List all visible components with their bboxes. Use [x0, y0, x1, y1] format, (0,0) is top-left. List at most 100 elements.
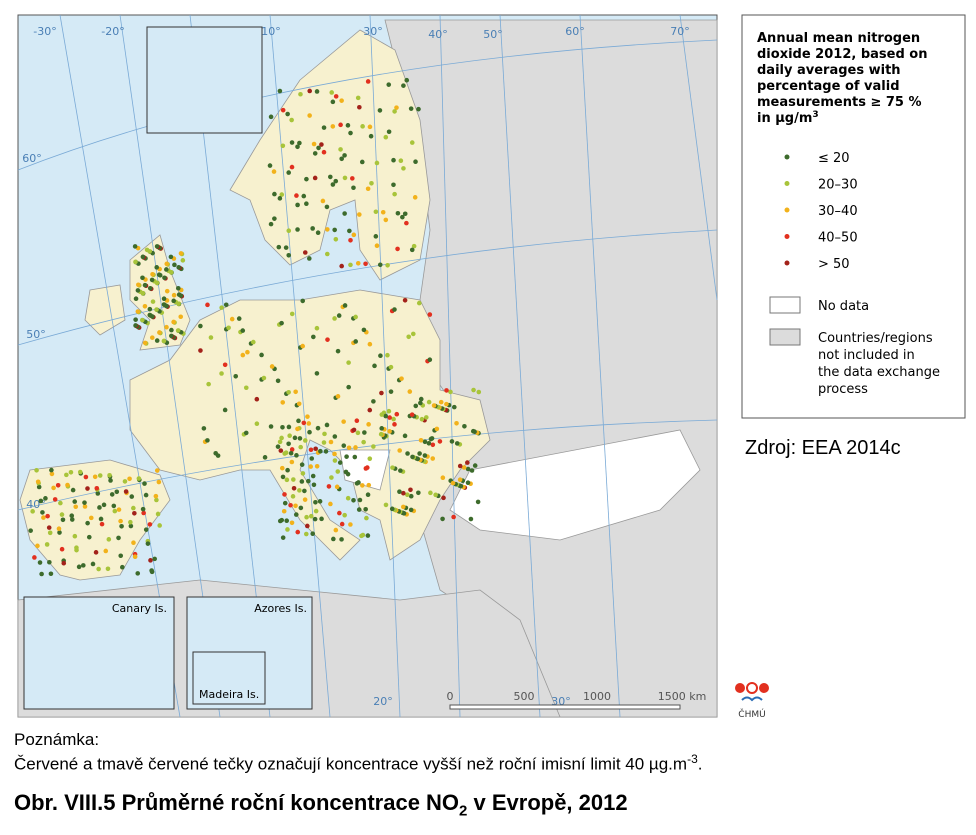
station-dot: [452, 404, 457, 410]
station-dot: [306, 421, 312, 426]
station-dot: [93, 550, 99, 555]
station-dot: [367, 407, 373, 413]
legend-dot: [784, 181, 790, 186]
station-dot: [332, 227, 337, 233]
station-dot: [409, 247, 415, 253]
station-dot: [383, 413, 389, 419]
station-dot: [392, 191, 397, 197]
station-dot: [229, 316, 235, 322]
station-dot: [133, 323, 138, 328]
station-dot: [140, 506, 146, 512]
station-dot: [347, 228, 352, 234]
note: Červené a tmavě červené tečky označují k…: [14, 752, 702, 775]
station-dot: [413, 403, 419, 409]
station-dot: [352, 454, 358, 460]
station-dot: [289, 447, 295, 452]
station-dot: [48, 571, 54, 577]
station-dot: [236, 316, 242, 321]
station-dot: [289, 140, 295, 145]
legend-label: Countries/regions: [818, 331, 933, 346]
station-dot: [164, 288, 170, 294]
station-dot: [413, 159, 418, 165]
station-dot: [329, 90, 335, 95]
station-dot: [279, 517, 285, 523]
station-dot: [288, 450, 294, 456]
station-dot: [394, 105, 399, 110]
station-dot: [43, 496, 48, 501]
station-dot: [317, 499, 323, 504]
station-dot: [300, 471, 306, 476]
station-dot: [366, 482, 372, 488]
station-dot: [379, 412, 385, 417]
station-dot: [314, 371, 320, 376]
station-dot: [161, 296, 167, 302]
station-dot: [272, 216, 277, 221]
station-dot: [332, 316, 337, 321]
graticule-label: 50°: [483, 28, 503, 41]
station-dot: [335, 348, 341, 354]
station-dot: [332, 434, 338, 439]
station-dot: [295, 529, 301, 535]
station-dot: [444, 388, 449, 393]
station-dot: [156, 272, 162, 277]
station-dot: [314, 463, 320, 469]
station-dot: [315, 230, 321, 236]
note-heading: Poznámka:: [14, 730, 100, 749]
station-dot: [346, 384, 351, 390]
station-dot: [172, 262, 177, 268]
station-dot: [284, 477, 290, 483]
station-dot: [94, 485, 100, 491]
station-dot: [422, 439, 428, 445]
station-dot: [307, 113, 312, 118]
station-dot: [316, 145, 321, 151]
station-dot: [133, 317, 138, 322]
station-dot: [339, 263, 344, 269]
station-dot: [271, 169, 277, 174]
station-dot: [83, 474, 89, 480]
station-dot: [333, 237, 339, 242]
station-dot: [142, 303, 148, 309]
legend-label: the data exchange: [818, 365, 940, 380]
station-dot: [37, 560, 43, 565]
station-dot: [328, 174, 333, 180]
station-dot: [406, 334, 412, 340]
station-dot: [116, 535, 121, 541]
station-dot: [363, 261, 368, 267]
station-dot: [178, 251, 184, 256]
station-dot: [97, 505, 102, 510]
station-dot: [353, 339, 359, 344]
station-dot: [325, 227, 330, 232]
station-dot: [161, 302, 167, 307]
graticule-label: 60°: [22, 152, 42, 165]
station-dot: [297, 436, 303, 441]
station-dot: [398, 468, 403, 473]
station-dot: [409, 140, 415, 145]
station-dot: [424, 415, 429, 420]
caption-sub: 2: [459, 802, 468, 820]
station-dot: [294, 193, 299, 198]
legend-label: not included in: [818, 348, 915, 363]
station-dot: [82, 500, 87, 505]
legend-title-sup: 3: [812, 110, 818, 120]
station-dot: [321, 440, 327, 445]
station-dot: [310, 473, 316, 479]
station-dot: [286, 170, 291, 175]
station-dot: [386, 129, 392, 135]
station-dot: [277, 439, 283, 445]
station-dot: [321, 149, 327, 155]
station-dot: [401, 166, 406, 171]
station-dot: [119, 523, 124, 529]
inset-label: Madeira Is.: [199, 688, 259, 701]
station-dot: [431, 403, 437, 408]
graticule-label: 40°: [428, 28, 448, 41]
station-dot: [472, 463, 478, 468]
station-dot: [355, 261, 361, 266]
station-dot: [280, 424, 285, 430]
caption-text: v Evropě, 2012: [467, 790, 628, 815]
station-dot: [301, 420, 307, 426]
scale-label: 500: [514, 690, 535, 703]
station-dot: [332, 451, 337, 457]
station-dot: [49, 467, 54, 473]
inset-label: Canary Is.: [112, 602, 167, 615]
legend-title: measurements ≥ 75 %: [757, 95, 922, 110]
